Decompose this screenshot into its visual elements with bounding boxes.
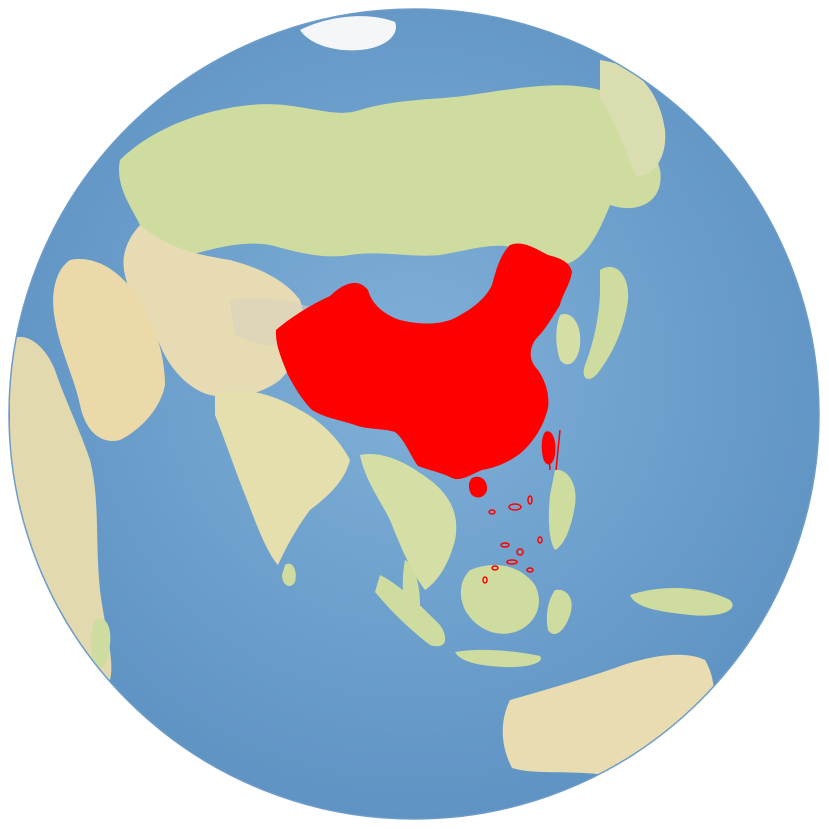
new-guinea [630,588,733,616]
korea [556,314,581,365]
south-china-sea-islands [482,429,561,584]
philippines [548,469,576,550]
japan [583,266,629,380]
central-asia [123,225,304,397]
java [455,649,541,668]
china-highlight [275,243,572,480]
kamchatka [600,60,666,176]
hainan-highlight [468,476,488,498]
eurasia-north [119,85,661,266]
madagascar [91,618,111,669]
india [215,390,350,565]
borneo [460,565,539,634]
sulawesi [546,589,572,635]
sri-lanka [282,563,296,586]
arctic-ice [300,16,396,51]
sumatra [375,575,446,647]
globe-rim [8,8,820,820]
southeast-asia [360,454,457,590]
middle-east [53,259,165,441]
